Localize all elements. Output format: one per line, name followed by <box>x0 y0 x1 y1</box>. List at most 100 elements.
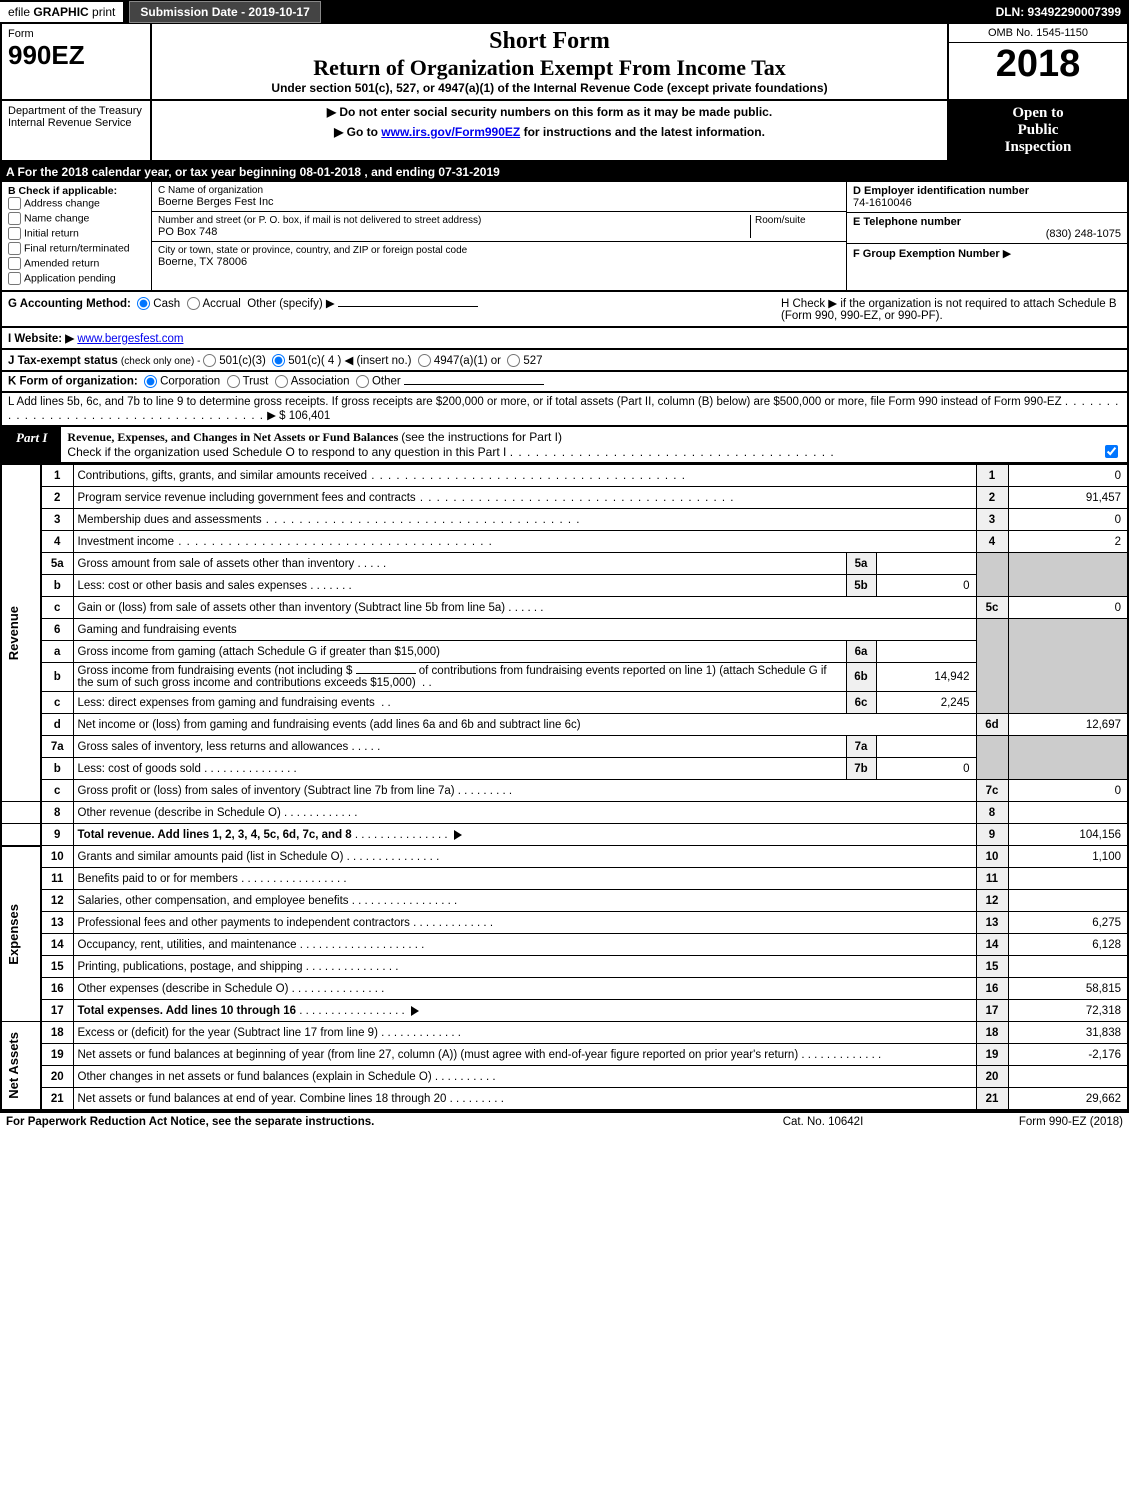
line-1: Revenue 1 Contributions, gifts, grants, … <box>1 465 1128 487</box>
addr-cell: Number and street (or P. O. box, if mail… <box>152 212 846 242</box>
radio-assoc[interactable] <box>275 375 288 388</box>
line-21-val: 29,662 <box>1008 1088 1128 1110</box>
org-name-label: C Name of organization <box>158 185 840 196</box>
ein-cell: D Employer identification number 74-1610… <box>847 182 1127 213</box>
city-value: Boerne, TX 78006 <box>158 256 840 268</box>
line-20-val <box>1008 1066 1128 1088</box>
chk-application-pending[interactable]: Application pending <box>8 272 145 285</box>
line-3-val: 0 <box>1008 509 1128 531</box>
form-number: 990EZ <box>8 40 144 71</box>
group-exemption-label: F Group Exemption Number <box>853 248 1000 260</box>
group-exemption-cell: F Group Exemption Number ▶ <box>847 244 1127 263</box>
submission-date: Submission Date - 2019-10-17 <box>129 1 320 23</box>
other-org-line[interactable] <box>404 384 544 385</box>
line-9: 9 Total revenue. Add lines 1, 2, 3, 4, 5… <box>1 824 1128 846</box>
line-18: Net Assets 18 Excess or (deficit) for th… <box>1 1022 1128 1044</box>
line-19: 19 Net assets or fund balances at beginn… <box>1 1044 1128 1066</box>
part1-header-row: Part I Revenue, Expenses, and Changes in… <box>0 427 1129 464</box>
arrow-icon <box>411 1006 419 1016</box>
city-label: City or town, state or province, country… <box>158 245 840 256</box>
goto-suffix: for instructions and the latest informat… <box>520 125 765 139</box>
line-7b: b Less: cost of goods sold . . . . . . .… <box>1 758 1128 780</box>
ein-label: D Employer identification number <box>853 185 1121 197</box>
k-label: K Form of organization: <box>8 376 138 388</box>
line-10: Expenses 10 Grants and similar amounts p… <box>1 846 1128 868</box>
efile-print[interactable]: print <box>92 5 115 19</box>
part1-dots <box>510 445 835 459</box>
line-16-val: 58,815 <box>1008 978 1128 1000</box>
line-7c: c Gross profit or (loss) from sales of i… <box>1 780 1128 802</box>
line-2-val: 91,457 <box>1008 487 1128 509</box>
radio-accrual[interactable] <box>187 297 200 310</box>
dln: DLN: 93492290007399 <box>996 5 1129 19</box>
radio-trust[interactable] <box>227 375 240 388</box>
irs-link[interactable]: www.irs.gov/Form990EZ <box>381 125 520 139</box>
tax-period-row: A For the 2018 calendar year, or tax yea… <box>0 162 1129 182</box>
line-11-val <box>1008 868 1128 890</box>
tax-year: 2018 <box>949 43 1127 86</box>
line-5a-boxval <box>876 553 976 575</box>
line-14-val: 6,128 <box>1008 934 1128 956</box>
efile-badge[interactable]: efile GRAPHIC print <box>0 2 123 22</box>
period-begin: 08-01-2018 <box>300 165 361 179</box>
line-6b: b Gross income from fundraising events (… <box>1 663 1128 692</box>
website-link[interactable]: www.bergesfest.com <box>77 333 183 345</box>
form-header: Form 990EZ Short Form Return of Organiza… <box>0 24 1129 101</box>
part1-title: Revenue, Expenses, and Changes in Net As… <box>67 430 401 444</box>
line-21: 21 Net assets or fund balances at end of… <box>1 1088 1128 1110</box>
line-2: 2 Program service revenue including gove… <box>1 487 1128 509</box>
box-b: B Check if applicable: Address change Na… <box>2 182 152 290</box>
line-16: 16 Other expenses (describe in Schedule … <box>1 978 1128 1000</box>
line-14: 14 Occupancy, rent, utilities, and maint… <box>1 934 1128 956</box>
line-8-val <box>1008 802 1128 824</box>
website-label: I Website: ▶ <box>8 333 74 345</box>
chk-name-change[interactable]: Name change <box>8 212 145 225</box>
addr-value: PO Box 748 <box>158 226 750 238</box>
line-5c-val: 0 <box>1008 597 1128 619</box>
form-id-box: Form 990EZ <box>2 24 152 99</box>
line-7a: 7a Gross sales of inventory, less return… <box>1 736 1128 758</box>
row-l-gross-receipts: L Add lines 5b, 6c, and 7b to line 9 to … <box>0 393 1129 427</box>
radio-501c3[interactable] <box>203 354 216 367</box>
other-specify-line[interactable] <box>338 306 478 307</box>
paperwork-notice: For Paperwork Reduction Act Notice, see … <box>6 1116 723 1128</box>
line-6d: d Net income or (loss) from gaming and f… <box>1 714 1128 736</box>
box-b-title: B Check if applicable: <box>8 185 145 197</box>
top-bar: efile GRAPHIC print Submission Date - 20… <box>0 0 1129 24</box>
under-section: Under section 501(c), 527, or 4947(a)(1)… <box>158 81 941 95</box>
radio-corp[interactable] <box>144 375 157 388</box>
part1-schedule-o-check[interactable] <box>1105 445 1118 458</box>
line-17: 17 Total expenses. Add lines 10 through … <box>1 1000 1128 1022</box>
phone-label: E Telephone number <box>853 216 1121 228</box>
row-i-website: I Website: ▶ www.bergesfest.com <box>0 328 1129 350</box>
l-arrow: ▶ <box>267 410 276 422</box>
efile-prefix: efile <box>8 5 33 19</box>
dept-treasury: Department of the Treasury Internal Reve… <box>2 101 152 160</box>
radio-cash[interactable] <box>137 297 150 310</box>
radio-other-org[interactable] <box>356 375 369 388</box>
line-15-val <box>1008 956 1128 978</box>
box-c: C Name of organization Boerne Berges Fes… <box>152 182 847 290</box>
chk-final-return[interactable]: Final return/terminated <box>8 242 145 255</box>
lines-table: Revenue 1 Contributions, gifts, grants, … <box>0 464 1129 1111</box>
chk-initial-return[interactable]: Initial return <box>8 227 145 240</box>
dept-instructions: ▶ Do not enter social security numbers o… <box>152 101 947 160</box>
line-5b-boxval: 0 <box>876 575 976 597</box>
line-7c-val: 0 <box>1008 780 1128 802</box>
short-form-title: Short Form <box>158 28 941 55</box>
other-specify: Other (specify) ▶ <box>247 298 334 310</box>
line-5a: 5a Gross amount from sale of assets othe… <box>1 553 1128 575</box>
org-name-cell: C Name of organization Boerne Berges Fes… <box>152 182 846 212</box>
radio-501c4[interactable] <box>272 354 285 367</box>
radio-527[interactable] <box>507 354 520 367</box>
form-footer: Form 990-EZ (2018) <box>923 1116 1123 1128</box>
ein-value: 74-1610046 <box>853 197 1121 209</box>
return-title: Return of Organization Exempt From Incom… <box>158 55 941 81</box>
box-def: D Employer identification number 74-1610… <box>847 182 1127 290</box>
radio-4947[interactable] <box>418 354 431 367</box>
line-15: 15 Printing, publications, postage, and … <box>1 956 1128 978</box>
chk-amended-return[interactable]: Amended return <box>8 257 145 270</box>
goto-line: ▶ Go to www.irs.gov/Form990EZ for instru… <box>156 125 943 139</box>
chk-address-change[interactable]: Address change <box>8 197 145 210</box>
line-12-val <box>1008 890 1128 912</box>
